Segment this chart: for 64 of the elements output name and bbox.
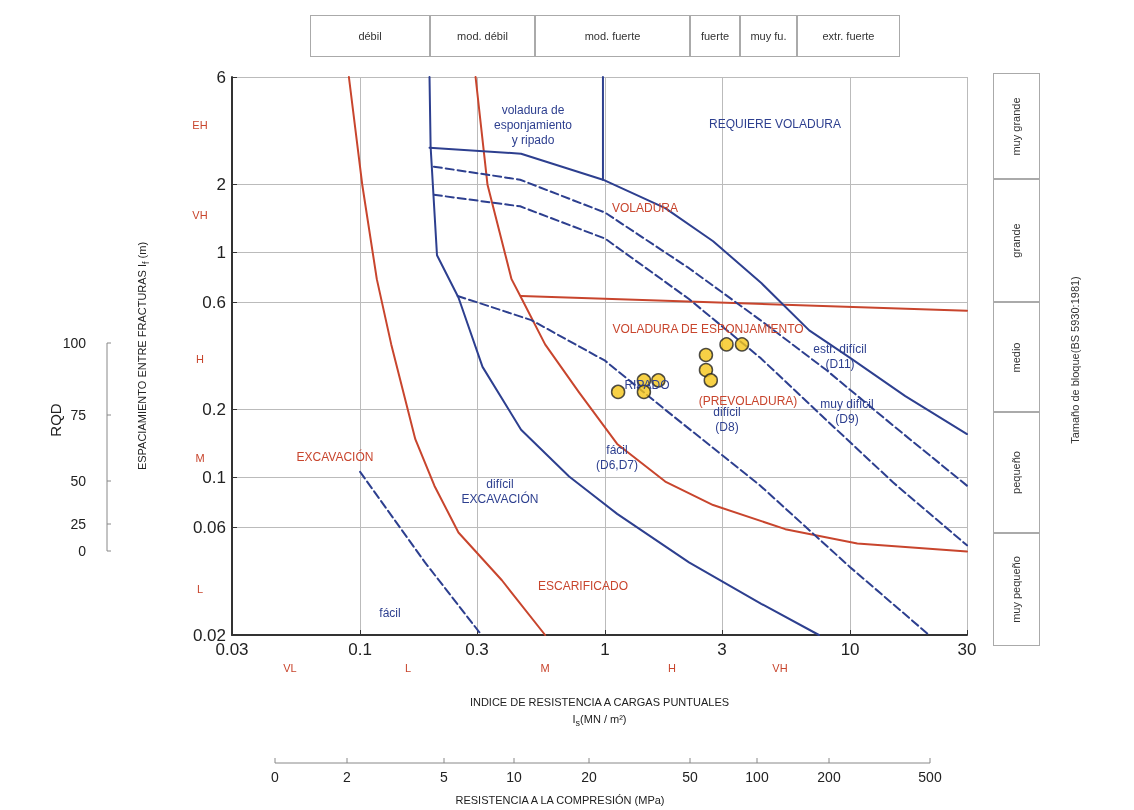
- text: L: [196, 581, 204, 597]
- text: VL: [283, 660, 297, 676]
- text: muy fu.: [750, 28, 787, 44]
- annotation: EXCAVACIÓN: [296, 449, 374, 465]
- annotation: ESCARIFICADO: [537, 578, 629, 594]
- text: 50: [70, 472, 86, 489]
- x-tick-label: 0.3: [465, 640, 489, 659]
- text: 10: [506, 768, 522, 785]
- text: 100: [745, 768, 769, 785]
- y-tick-label: 1: [216, 242, 226, 262]
- annotation: difícil (D8): [713, 405, 741, 435]
- text: 100: [62, 334, 86, 351]
- text: RESISTENCIA A LA COMPRESIÓN (MPa): [455, 792, 665, 808]
- y-tick-label: 0.1: [202, 468, 226, 488]
- text: 50: [682, 768, 698, 785]
- text: 0: [78, 542, 86, 559]
- text: 5: [440, 768, 448, 785]
- text: Tamaño de bloque(BS 5930:1981): [1067, 276, 1082, 444]
- annotation: estr. difícil (D11): [813, 342, 867, 372]
- text: H: [668, 660, 676, 676]
- annotation: fácil (D6,D7): [595, 443, 639, 473]
- text: 25: [70, 515, 86, 532]
- text: 75: [70, 406, 86, 423]
- x-tick-label: 1: [600, 640, 610, 659]
- annotation: RIPADO: [624, 377, 670, 393]
- annotation: REQUIERE VOLADURA: [708, 116, 842, 132]
- x-tick-label: 30: [957, 640, 977, 659]
- text: M: [540, 660, 550, 676]
- text: VH: [772, 660, 788, 676]
- y-tick-label: 2: [216, 174, 226, 194]
- text: RQD: [46, 403, 64, 437]
- text: fuerte: [700, 28, 730, 44]
- text: VH: [192, 207, 208, 223]
- y-tick-label: 0.2: [202, 400, 226, 420]
- text: medio: [1009, 342, 1023, 372]
- text: débil: [358, 28, 382, 44]
- x-tick-label: 3: [717, 640, 727, 659]
- text: extr. fuerte: [822, 28, 875, 44]
- annotation: (PREVOLADURA): [698, 393, 798, 408]
- text: EH: [192, 117, 208, 133]
- text: 200: [817, 768, 841, 785]
- y-axis-title: ESPACIAMIENTO ENTRE FRACTURAS If (m): [135, 241, 151, 471]
- text: 0: [271, 768, 279, 785]
- x-tick-label: 0.1: [348, 640, 372, 659]
- text: muy grande: [1009, 96, 1023, 156]
- y-tick-label: 6: [216, 67, 226, 87]
- y-tick-label: 0.6: [202, 292, 226, 312]
- annotation: voladura de esponjamiento y ripado: [493, 102, 573, 148]
- text: H: [196, 351, 204, 367]
- text: L: [404, 660, 412, 676]
- x-tick-label: 10: [840, 640, 860, 659]
- text: mod. débil: [457, 28, 508, 44]
- text: M: [195, 450, 205, 466]
- annotation: difícil EXCAVACIÓN: [461, 477, 539, 507]
- text: 2: [343, 768, 351, 785]
- text: 20: [581, 768, 597, 785]
- x-tick-label: 0.03: [215, 640, 249, 659]
- text: mod. fuerte: [584, 28, 641, 44]
- text: pequeño: [1009, 451, 1023, 494]
- y-tick-label: 0.06: [192, 518, 226, 538]
- text: 500: [918, 768, 942, 785]
- text: muy pequeño: [1009, 556, 1023, 623]
- text: grande: [1009, 223, 1023, 258]
- annotation: fácil: [379, 605, 401, 621]
